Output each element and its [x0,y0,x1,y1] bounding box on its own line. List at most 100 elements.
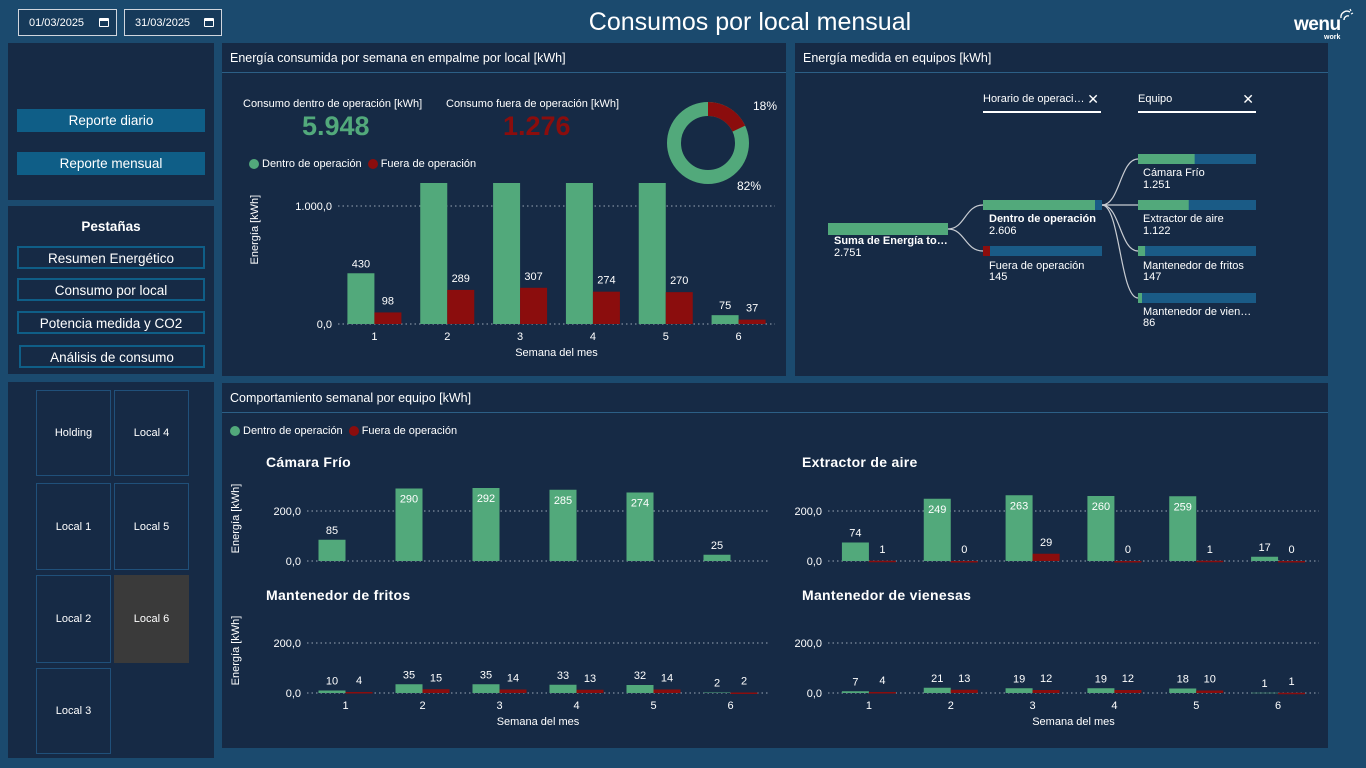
chart-title: Extractor de aire [802,454,918,470]
bar-dentro [1169,688,1197,693]
bar-fuera [868,560,896,563]
chart-title: Mantenedor de fritos [266,587,410,603]
x-axis-label: Semana del mes [1032,716,1115,728]
tab-analisis-consumo[interactable]: Análisis de consumo [19,345,205,368]
tree-root-label: Suma de Energía to… [834,235,948,247]
y-tick-label: 200,0 [273,506,301,518]
bar-dentro [472,684,500,693]
tree-in-label: Dentro de operación [989,213,1096,225]
close-icon[interactable]: ✕ [1087,91,1099,107]
data-label: 7 [852,676,858,688]
local-tile-local-6[interactable]: Local 6 [114,575,189,663]
weekly-energy-panel: Energía consumida por semana en empalme … [222,43,786,376]
date-from-picker[interactable]: 01/03/2025 [18,9,117,36]
tree-leaf-bar-bg [1138,293,1256,303]
data-label: 1 [1289,676,1295,688]
bar-dentro [318,690,346,693]
calendar-icon[interactable] [204,18,214,27]
bar-dentro [493,183,521,324]
tree-leaf-value: 86 [1143,317,1156,329]
kpi-out-value: 1.276 [503,111,571,141]
tree-in-value: 2.606 [989,225,1017,237]
monthly-report-button[interactable]: Reporte mensual [17,152,205,175]
local-tile-local-4[interactable]: Local 4 [114,390,189,476]
data-label: 13 [958,673,970,685]
tree-root-value: 2.751 [834,247,862,259]
equipment-filter[interactable]: Equipo ✕ [1138,91,1256,113]
local-tile-holding[interactable]: Holding [36,390,111,476]
data-label: 259 [1174,501,1192,513]
data-label: 19 [1095,673,1107,685]
tab-consumo-por-local[interactable]: Consumo por local [17,278,205,301]
bar-fuera [422,689,450,693]
tree-out-value: 145 [989,271,1008,283]
kpi-out-label: Consumo fuera de operación [kWh] [446,98,620,110]
close-icon[interactable]: ✕ [1242,91,1254,107]
x-tick-label: 5 [1193,700,1199,712]
bar-dentro [923,687,951,693]
data-label: 10 [1204,674,1216,686]
calendar-icon[interactable] [99,18,109,27]
tree-leaf-value: 1.251 [1143,179,1171,191]
data-label: 292 [477,493,495,505]
data-label: 33 [557,670,569,682]
tree-leaf-label: Mantenedor de vien… [1143,306,1252,318]
donut-out-pct: 18% [753,99,778,113]
bar-dentro [703,692,731,693]
bar-dentro [626,492,654,561]
bar-fuera [520,287,548,324]
y-tick-label: 200,0 [273,638,301,650]
tree-leaf-bar-bg [1138,246,1256,256]
bar-fuera [576,689,604,693]
equipment-filter-label: Equipo [1138,93,1173,105]
local-tile-local-5[interactable]: Local 5 [114,483,189,570]
tree-leaf-label: Cámara Frío [1143,167,1205,179]
bar-dentro [472,488,500,561]
schedule-filter[interactable]: Horario de operaci… ✕ [983,91,1101,113]
date-to-value: 31/03/2025 [135,17,191,29]
data-label: 430 [352,258,370,270]
bar-dentro [841,542,869,561]
legend-out-label: Fuera de operación [380,158,477,170]
data-label: 98 [382,295,394,307]
data-label: 12 [1122,673,1134,685]
x-tick-label: 6 [1275,700,1281,712]
x-tick-label: 3 [496,700,502,712]
x-tick-label: 3 [1030,700,1036,712]
tree-leaf-bar-bg [1138,154,1256,164]
data-label: 274 [597,275,615,287]
bar-dentro [1251,556,1279,561]
y-tick-label: 0,0 [807,688,822,700]
bar-fuera [1114,561,1142,563]
daily-report-button[interactable]: Reporte diario [17,109,205,132]
legend-out-label: Fuera de operación [361,425,458,437]
bar-fuera [653,689,681,693]
tab-potencia-medida[interactable]: Potencia medida y CO2 [17,311,205,334]
y-tick-label: 0,0 [317,319,332,331]
bar-dentro [347,273,375,324]
bar-dentro [1087,688,1115,693]
data-label: 2 [741,676,747,688]
y-axis-label: Energía [kWh] [249,195,261,265]
x-tick-label: 1 [866,700,872,712]
local-tile-local-2[interactable]: Local 2 [36,575,111,663]
x-tick-label: 2 [948,700,954,712]
tab-resumen-energetico[interactable]: Resumen Energético [17,246,205,269]
legend-in-dot [230,426,240,436]
bar-fuera [950,561,978,563]
bar-dentro [1087,496,1115,561]
logo-text: wenu [1294,14,1341,35]
kpi-in-value: 5.948 [302,111,370,141]
tree-leaf-bar [1138,154,1195,164]
bar-fuera [1032,553,1060,561]
bar-dentro [923,498,951,561]
bar-fuera [345,692,373,694]
local-tile-local-1[interactable]: Local 1 [36,483,111,570]
y-tick-label: 200,0 [794,638,822,650]
date-to-picker[interactable]: 31/03/2025 [124,9,222,36]
bar-dentro [395,684,423,693]
data-label: 1 [879,544,885,556]
bar-fuera [1196,690,1224,693]
data-label: 274 [631,498,649,510]
local-tile-local-3[interactable]: Local 3 [36,668,111,754]
